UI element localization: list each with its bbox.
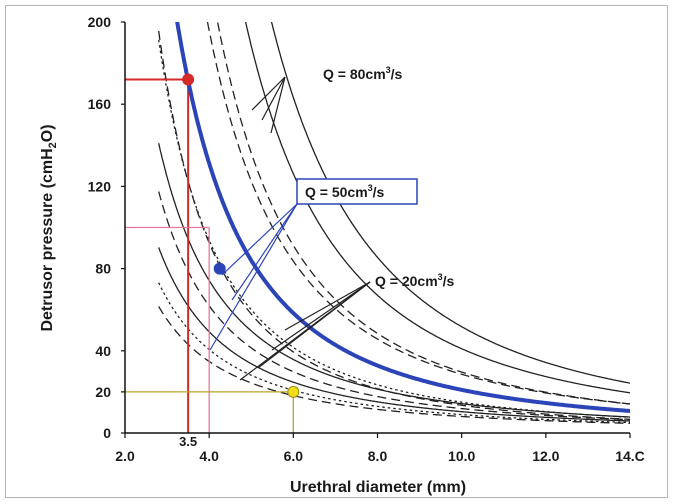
marker-point-3 xyxy=(287,385,300,398)
y-axis-label-main: Detrusor pressure (cmH xyxy=(39,148,56,331)
x-tick-label: 12.0 xyxy=(532,448,559,464)
flow-curve-9 xyxy=(158,247,630,422)
x-tick-label: 14.C xyxy=(615,448,645,464)
annotation-q20: Q = 20cm3/s xyxy=(375,272,455,289)
y-tick-label: 20 xyxy=(95,384,111,400)
y-axis-label-sub: 2 xyxy=(47,142,59,148)
annotation-q20-prefix: Q = 20cm xyxy=(375,273,438,289)
flow-curve-10 xyxy=(158,282,630,424)
x-extra-tick-label: 3.5 xyxy=(179,434,197,449)
pointer-q80-3 xyxy=(270,76,286,134)
pointer-q80-2 xyxy=(261,76,286,121)
x-tick-label: 2.0 xyxy=(115,448,135,464)
marker-point-1 xyxy=(182,73,195,86)
y-tick-label: 160 xyxy=(88,96,112,112)
curves-group xyxy=(158,22,630,425)
pointer-q20-1 xyxy=(284,281,371,331)
flow-curve-7 xyxy=(158,143,630,418)
y-tick-label: 0 xyxy=(103,425,111,441)
chart-frame xyxy=(5,5,668,498)
marker-point-2 xyxy=(213,262,226,275)
annotation-q80-suffix: /s xyxy=(391,66,403,82)
x-tick-label: 10.0 xyxy=(448,448,475,464)
flow-curve-8 xyxy=(158,191,630,421)
annotation-q50-sup: 3 xyxy=(368,183,373,193)
y-tick-label: 80 xyxy=(95,261,111,277)
pointer-q50-3 xyxy=(209,203,298,351)
pointer-q20-4 xyxy=(239,281,371,381)
x-axis-label: Urethral diameter (mm) xyxy=(290,479,466,496)
y-tick-label: 200 xyxy=(88,14,112,30)
plot-area xyxy=(125,22,630,433)
annotation-q20-suffix: /s xyxy=(443,273,455,289)
flow-curve-5 xyxy=(158,30,630,420)
axes: 2.0 4.0 6.0 8.0 10.0 12.0 14.C3.52001601208040… xyxy=(88,14,645,464)
flow-curve-3 xyxy=(216,22,630,405)
y-tick-label: 120 xyxy=(88,178,112,194)
flow-curve-6 xyxy=(158,39,630,418)
pointer-q50-1 xyxy=(221,203,298,276)
flow-curve-11 xyxy=(158,306,630,425)
annotation-q50-suffix: /s xyxy=(373,184,385,200)
x-tick-label: 4.0 xyxy=(199,448,219,464)
y-axis-label: Detrusor pressure (cmH2O) xyxy=(39,124,59,331)
annotation-q80-sup: 3 xyxy=(386,65,391,75)
annotation-q80: Q = 80cm3/s xyxy=(323,65,403,82)
annotation-q50-prefix: Q = 50cm xyxy=(305,184,368,200)
annotations: Q = 80cm3/sQ = 50cm3/sQ = 20cm3/s xyxy=(209,65,455,381)
pointer-q20-2 xyxy=(271,281,371,351)
y-axis-label-end: O) xyxy=(39,124,56,142)
pointer-q80-1 xyxy=(251,76,286,111)
annotation-q20-sup: 3 xyxy=(438,272,443,282)
y-tick-label: 40 xyxy=(95,343,111,359)
pointer-q50-2 xyxy=(231,203,298,301)
highlight-curve-50 xyxy=(175,22,630,413)
x-tick-label: 6.0 xyxy=(284,448,304,464)
x-tick-label: 8.0 xyxy=(368,448,388,464)
annotation-q50-box xyxy=(296,178,418,205)
annotation-q80-prefix: Q = 80cm xyxy=(323,66,386,82)
annotation-q50: Q = 50cm3/s xyxy=(305,183,385,200)
